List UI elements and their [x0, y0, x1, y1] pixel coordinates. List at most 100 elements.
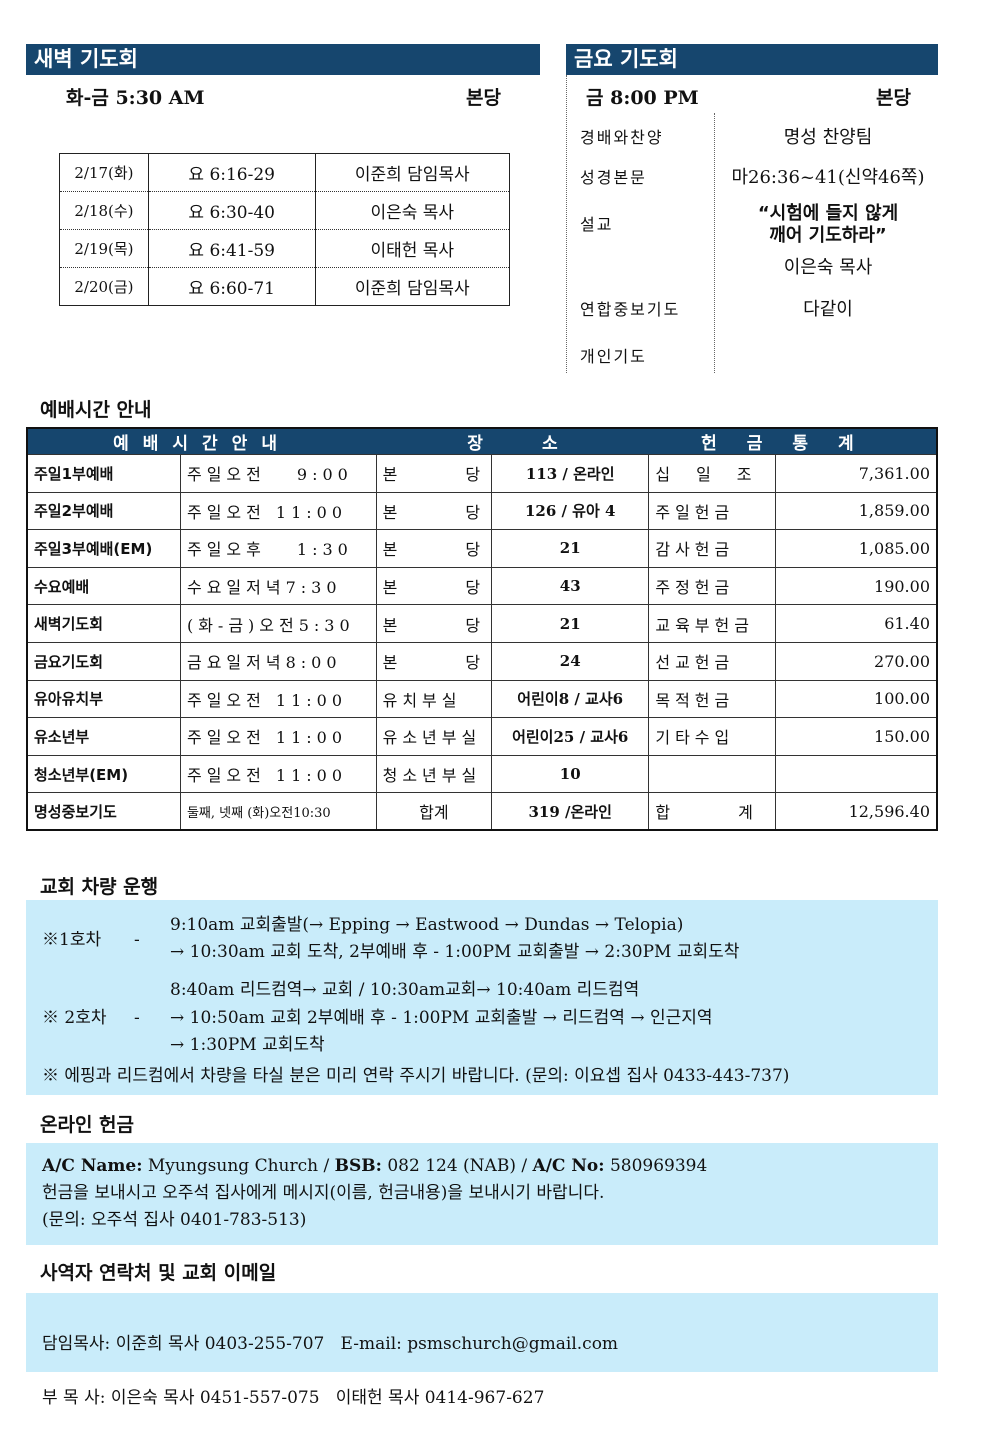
vehicle-box: ※1호차 - 9:10am 교회출발(→ Epping → Eastwood →…: [26, 900, 938, 1095]
label: A/C Name:: [42, 1156, 143, 1176]
offering-amount: 12,596.40: [775, 792, 938, 831]
preacher: 이은숙 목사: [783, 257, 873, 278]
table-row: 주일2부예배 주일오전 11:00 본 당 126 / 유아 4 주일헌금 1,859.0…: [26, 491, 938, 531]
time: 수요일저녁7:30: [179, 566, 377, 606]
place: 본 당: [375, 641, 493, 681]
offering-amount: 1,085.00: [775, 529, 938, 568]
offering-type: 교육부헌금: [648, 604, 777, 643]
online-contact: (문의: 오주석 집사 0401-783-513): [42, 1210, 307, 1230]
time: 주일오전 9:00: [179, 454, 377, 493]
place: 유소년부실: [375, 717, 493, 756]
dawn-row: 2/18(수) 요 6:30-40 이은숙 목사: [59, 191, 511, 230]
divider: [566, 75, 567, 373]
attendance: 21: [491, 529, 650, 568]
sermon-title: 깨어 기도하라”: [769, 225, 887, 246]
offering-type: [648, 754, 777, 794]
service: 유소년부: [26, 717, 181, 756]
friday-place: 본당: [876, 87, 911, 109]
bsb: 082 124 (NAB): [387, 1156, 516, 1176]
dawn-schedule-table: 2/17(화) 요 6:16-29 이준희 담임목사 2/18(수) 요 6:30-40…: [59, 153, 511, 306]
offering-type: 선교헌금: [648, 641, 777, 681]
friday-time: 금 8:00 PM: [586, 87, 699, 109]
sermon-title: “시험에 들지 않게: [757, 203, 899, 224]
offering-amount: 61.40: [775, 604, 938, 643]
date: 2/19(목): [59, 229, 149, 268]
online-note: 헌금을 보내시고 오주석 집사에게 메시지(이름, 헌금내용)을 보내시기 바랍…: [42, 1183, 605, 1203]
offering-type: 합 계: [648, 792, 777, 831]
offering-amount: 1,859.00: [775, 491, 938, 531]
time: 둘째, 넷째 (화)오전10:30: [179, 792, 377, 831]
online-title: 온라인 헌금: [40, 1114, 135, 1136]
order-value: 명성 찬양팀: [783, 127, 873, 148]
order-label: 설교: [580, 215, 614, 234]
table-row: 유소년부 주일오전 11:00 유소년부실 어린이25 / 교사6 기타수입 150.00: [26, 717, 938, 756]
divider: [714, 113, 715, 373]
offering-type: 기타수입: [648, 717, 777, 756]
car2-line: → 10:50am 교회 2부예배 후 - 1:00PM 교회출발 → 리드컴역…: [170, 1008, 713, 1028]
car1-label: ※1호차: [42, 930, 102, 950]
label: BSB:: [334, 1156, 382, 1176]
vehicle-title: 교회 차량 운행: [40, 876, 159, 898]
offering-amount: 150.00: [775, 717, 938, 756]
service: 주일2부예배: [26, 491, 181, 531]
worship-title: 예배시간 안내: [40, 399, 152, 421]
car2-line: → 1:30PM 교회도착: [170, 1035, 325, 1055]
account-number: 580969394: [609, 1156, 708, 1176]
header-offering: 헌금통계: [648, 428, 937, 455]
offering-type: 십 일 조: [648, 454, 777, 493]
attendance: 어린이8 / 교사6: [491, 679, 650, 719]
leader: 이은숙 목사: [314, 191, 511, 230]
service: 유아유치부: [26, 679, 181, 719]
car1-line: 9:10am 교회출발(→ Epping → Eastwood → Dundas…: [170, 915, 684, 935]
passage: 요 6:30-40: [147, 191, 316, 230]
header-place: 장 소: [376, 428, 649, 455]
table-row: 명성중보기도 둘째, 넷째 (화)오전10:30 합계 319 /온라인 합 계 12,5…: [26, 792, 938, 831]
date: 2/20(금): [59, 267, 149, 306]
table-row: 수요예배 수요일저녁7:30 본 당 43 주정헌금 190.00: [26, 566, 938, 606]
attendance: 126 / 유아 4: [491, 491, 650, 531]
service: 금요기도회: [26, 641, 181, 681]
label: A/C No:: [532, 1156, 605, 1176]
car2-label: ※ 2호차: [42, 1008, 107, 1028]
offering-type: 주일헌금: [648, 491, 777, 531]
contact-box: 담임목사: 이준희 목사 0403-255-707 E-mail: psmsch…: [26, 1293, 938, 1408]
order-label: 성경본문: [580, 168, 647, 187]
attendance: 21: [491, 604, 650, 643]
order-value: 다같이: [803, 299, 853, 320]
account-line: A/C Name: Myungsung Church / BSB: 082 12…: [42, 1153, 922, 1180]
service: 주일1부예배: [26, 454, 181, 493]
dawn-row: 2/17(화) 요 6:16-29 이준희 담임목사: [59, 153, 511, 192]
dawn-time: 화-금 5:30 AM: [66, 87, 205, 109]
place: 본 당: [375, 491, 493, 531]
place: 본 당: [375, 529, 493, 568]
worship-offering-table: 예배시간안내 장 소 헌금통계 주일1부예배 주일오전 9:00 본 당 113 / …: [26, 427, 938, 832]
offering-type: 목적헌금: [648, 679, 777, 719]
time: 주일오전 11:00: [179, 754, 377, 794]
place: 본 당: [375, 566, 493, 606]
leader: 이태헌 목사: [314, 229, 511, 268]
table-row: 주일1부예배 주일오전 9:00 본 당 113 / 온라인 십 일 조 7,361.00: [26, 454, 938, 493]
order-label: 개인기도: [580, 347, 647, 366]
offering-type: 주정헌금: [648, 566, 777, 606]
contact-title: 사역자 연락처 및 교회 이메일: [40, 1262, 277, 1284]
service: 주일3부예배(EM): [26, 529, 181, 568]
table-row: 금요기도회 금요일저녁8:00 본 당 24 선교헌금 270.00: [26, 641, 938, 681]
time: 주일오후 1:30: [179, 529, 377, 568]
passage: 요 6:16-29: [147, 153, 316, 192]
order-label: 경배와찬양: [580, 128, 664, 147]
place: 유치부실: [375, 679, 493, 719]
leader: 이준희 담임목사: [314, 267, 511, 306]
dash: -: [134, 1008, 140, 1028]
offering-amount: 100.00: [775, 679, 938, 719]
attendance: 10: [491, 754, 650, 794]
car2-line: 8:40am 리드컴역→ 교회 / 10:30am교회→ 10:40am 리드컴…: [170, 980, 640, 1000]
place: 본 당: [375, 454, 493, 493]
dawn-row: 2/19(목) 요 6:41-59 이태헌 목사: [59, 229, 511, 268]
online-box: A/C Name: Myungsung Church / BSB: 082 12…: [26, 1143, 938, 1245]
offering-amount: 7,361.00: [775, 454, 938, 493]
table-row: 새벽기도회 (화-금)오전5:30 본 당 21 교육부헌금 61.40: [26, 604, 938, 643]
date: 2/18(수): [59, 191, 149, 230]
place: 본 당: [375, 604, 493, 643]
dawn-place: 본당: [466, 87, 501, 109]
order-value: 마26:36~41(신약46쪽): [731, 167, 925, 188]
